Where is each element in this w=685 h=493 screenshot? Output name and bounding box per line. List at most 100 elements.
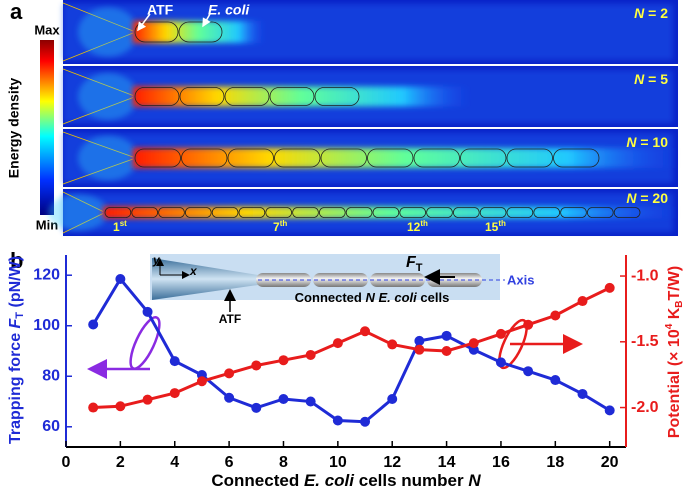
right-axis-ellipse bbox=[498, 318, 528, 370]
inset-cell bbox=[313, 273, 368, 287]
data-point bbox=[387, 394, 398, 404]
y-axis-title-part: Trapping force bbox=[7, 328, 24, 444]
cell-outline bbox=[533, 207, 560, 218]
data-point bbox=[224, 392, 235, 403]
strip-label: N = 2 bbox=[634, 5, 668, 21]
inset-caption-part: E. coli bbox=[378, 290, 417, 305]
y-tick-label: 120 bbox=[33, 266, 60, 283]
data-point bbox=[523, 319, 534, 330]
strip-label-part: N bbox=[634, 71, 645, 87]
taper-glow bbox=[48, 194, 108, 231]
data-point bbox=[414, 335, 425, 346]
y-axis-title-part: F bbox=[7, 317, 24, 328]
x-axis-title-part: N bbox=[468, 471, 481, 490]
data-point bbox=[115, 274, 126, 284]
cell-outline bbox=[479, 207, 507, 218]
x-tick-label: 6 bbox=[225, 454, 234, 471]
data-point bbox=[88, 319, 99, 330]
colorbar-max: Max bbox=[34, 22, 60, 37]
y2-axis-title-part: K bbox=[666, 307, 683, 323]
cell-index: 15th bbox=[485, 219, 506, 234]
cell-index-part: th bbox=[498, 219, 506, 228]
cell-index-part: 15 bbox=[485, 220, 499, 234]
x-tick-label: 2 bbox=[116, 454, 125, 471]
cell-index-part: th bbox=[280, 219, 288, 228]
data-point bbox=[468, 338, 479, 349]
inset-caption: Connected N E. coli cells bbox=[295, 290, 450, 305]
cell-outline bbox=[318, 207, 346, 218]
cell-outline bbox=[314, 87, 360, 106]
x-tick-label: 10 bbox=[329, 454, 347, 471]
cell-outline bbox=[587, 207, 614, 218]
strip-label-part: N bbox=[626, 190, 637, 206]
field-glow bbox=[103, 206, 678, 219]
strip-label-part: = 2 bbox=[644, 5, 668, 21]
field-glow bbox=[133, 21, 265, 43]
panel-letter: a bbox=[10, 0, 23, 24]
cell-outline bbox=[238, 207, 266, 218]
data-point bbox=[169, 388, 180, 399]
cell-index: 1st bbox=[113, 219, 127, 234]
ecoli-label: E. coli bbox=[208, 2, 250, 18]
inset-cell bbox=[256, 273, 311, 287]
inset-caption-part: N bbox=[365, 290, 375, 305]
x-tick-label: 14 bbox=[438, 454, 456, 471]
strip-label-part: N bbox=[626, 134, 637, 150]
data-point bbox=[278, 394, 289, 404]
cell-outline bbox=[104, 207, 132, 218]
cell-outline bbox=[224, 87, 270, 106]
cell-outline bbox=[181, 148, 228, 168]
x-tick-label: 8 bbox=[279, 454, 288, 471]
inset-caption-part: cells bbox=[417, 290, 450, 305]
cell-outline bbox=[274, 148, 321, 168]
cell-index: 12th bbox=[407, 219, 428, 234]
data-point bbox=[604, 282, 615, 293]
cell-outline bbox=[452, 207, 480, 218]
cell-outline bbox=[269, 87, 315, 106]
data-point bbox=[169, 356, 180, 367]
cell-outline bbox=[506, 148, 553, 168]
strip-label: N = 10 bbox=[626, 134, 668, 150]
cell-outline bbox=[367, 148, 414, 168]
strip-label: N = 5 bbox=[634, 71, 668, 87]
cell-outline bbox=[413, 148, 460, 168]
x-tick-label: 4 bbox=[170, 454, 179, 471]
cell-outline bbox=[460, 148, 507, 168]
y-tick-label: 100 bbox=[33, 317, 60, 334]
cell-outline bbox=[131, 207, 159, 218]
cell-outline bbox=[134, 21, 179, 43]
taper-glow bbox=[78, 73, 138, 120]
cell-index-part: 12 bbox=[407, 220, 421, 234]
cell-outline bbox=[426, 207, 453, 218]
data-point bbox=[495, 357, 506, 368]
inset-force-part: F bbox=[406, 254, 417, 271]
strip-label-part: = 10 bbox=[636, 134, 668, 150]
data-point bbox=[115, 401, 126, 412]
cell-outline bbox=[372, 207, 400, 218]
y-axis-title: Trapping force FT (pN/W) bbox=[7, 256, 26, 444]
cell-outline bbox=[320, 148, 367, 168]
cell-index-part: th bbox=[420, 219, 428, 228]
colorbar bbox=[40, 40, 54, 215]
inset-axis-label: Axis bbox=[507, 272, 534, 287]
data-point bbox=[387, 339, 398, 350]
atf-arrow bbox=[137, 13, 151, 32]
data-point bbox=[251, 360, 262, 371]
x-tick-label: 16 bbox=[492, 454, 510, 471]
inset-fiber bbox=[152, 258, 258, 300]
data-point bbox=[495, 328, 506, 339]
inset-atf: ATF bbox=[219, 312, 241, 326]
x-tick-label: 20 bbox=[601, 454, 619, 471]
cell-outline bbox=[178, 21, 223, 43]
cell-outline bbox=[399, 207, 426, 218]
series-line bbox=[93, 286, 611, 410]
taper-glow bbox=[78, 7, 138, 57]
inset-caption-part: Connected bbox=[295, 290, 366, 305]
cell-outline bbox=[158, 207, 185, 218]
inset-force: FT bbox=[406, 254, 423, 274]
taper-glow bbox=[78, 135, 138, 181]
data-point bbox=[251, 402, 262, 413]
data-point bbox=[577, 388, 588, 399]
